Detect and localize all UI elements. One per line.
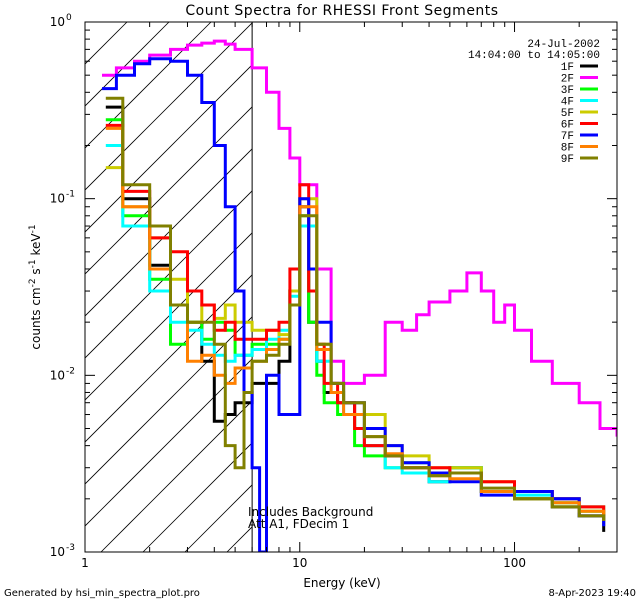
y-tick-exponent: 0: [66, 13, 72, 23]
x-tick-label: 100: [503, 556, 526, 570]
series-line-7F: [102, 57, 606, 552]
annotation-attenuator: Att A1, FDecim 1: [248, 517, 349, 531]
y-tick-label: 10: [50, 545, 65, 559]
hatch-line: [85, 106, 253, 275]
legend-label: 9F: [561, 154, 574, 166]
hatch-line: [85, 190, 253, 359]
series-line-9F: [105, 96, 606, 521]
series-line-2F: [102, 39, 617, 437]
hatch-line: [85, 148, 253, 317]
chart-title: Count Spectra for RHESSI Front Segments: [185, 3, 498, 19]
hatch-line: [142, 442, 253, 552]
x-axis: 1 10 100: [81, 22, 618, 570]
footer-timestamp: 8-Apr-2023 19:40: [549, 588, 636, 599]
series-line-4F: [105, 144, 606, 512]
series-line-3F: [105, 118, 606, 521]
series-line-6F: [105, 123, 606, 516]
hatch-line: [100, 400, 253, 552]
hatch-line: [85, 274, 253, 443]
y-axis-label: counts cm-2 s-1 keV-1: [28, 224, 43, 349]
y-tick-exponent: -1: [66, 190, 75, 200]
x-tick-label: 1: [81, 556, 89, 570]
hatch-line: [85, 22, 86, 23]
attenuator-shaded-region: [85, 22, 253, 552]
footer-generator: Generated by hsi_min_spectra_plot.pro: [4, 588, 200, 599]
legend-label: 4F: [561, 97, 574, 109]
legend-label: 8F: [561, 143, 574, 155]
hatch-line: [85, 358, 253, 527]
y-tick-label: 10: [50, 368, 65, 382]
series-line-8F: [105, 126, 606, 521]
y-tick-exponent: -2: [66, 366, 75, 376]
legend-label: 6F: [561, 120, 574, 132]
hatch-line: [85, 232, 253, 401]
hatch-line: [85, 22, 128, 65]
legend-label: 7F: [561, 131, 574, 143]
legend-label: 3F: [561, 85, 574, 97]
legend-label: 5F: [561, 108, 574, 120]
time-range-label: 14:04:00 to 14:05:00: [468, 50, 600, 62]
plot-frame: [84, 21, 618, 553]
y-label-exp: -2: [28, 278, 38, 287]
date-label: 24-Jul-2002: [527, 39, 600, 51]
y-tick-label: 10: [50, 15, 65, 29]
series-line-5F: [105, 166, 606, 516]
y-label-part: s: [29, 268, 43, 278]
hatch-line: [85, 316, 253, 485]
y-label-part: counts cm: [29, 287, 43, 349]
y-label-exp: -1: [28, 224, 38, 233]
series-line-1F: [105, 105, 606, 532]
hatch-line: [85, 64, 253, 233]
x-tick-label: 10: [292, 556, 307, 570]
series-layer: [102, 39, 617, 552]
y-label-part: keV: [29, 233, 43, 260]
x-axis-label: Energy (keV): [303, 576, 380, 590]
annotation-background: Includes Background: [248, 505, 373, 519]
hatch-line: [85, 22, 253, 191]
y-tick-exponent: -3: [66, 543, 75, 553]
legend-label: 1F: [561, 62, 574, 74]
legend-label: 2F: [561, 74, 574, 86]
y-label-exp: -1: [28, 259, 38, 268]
y-tick-label: 10: [50, 192, 65, 206]
